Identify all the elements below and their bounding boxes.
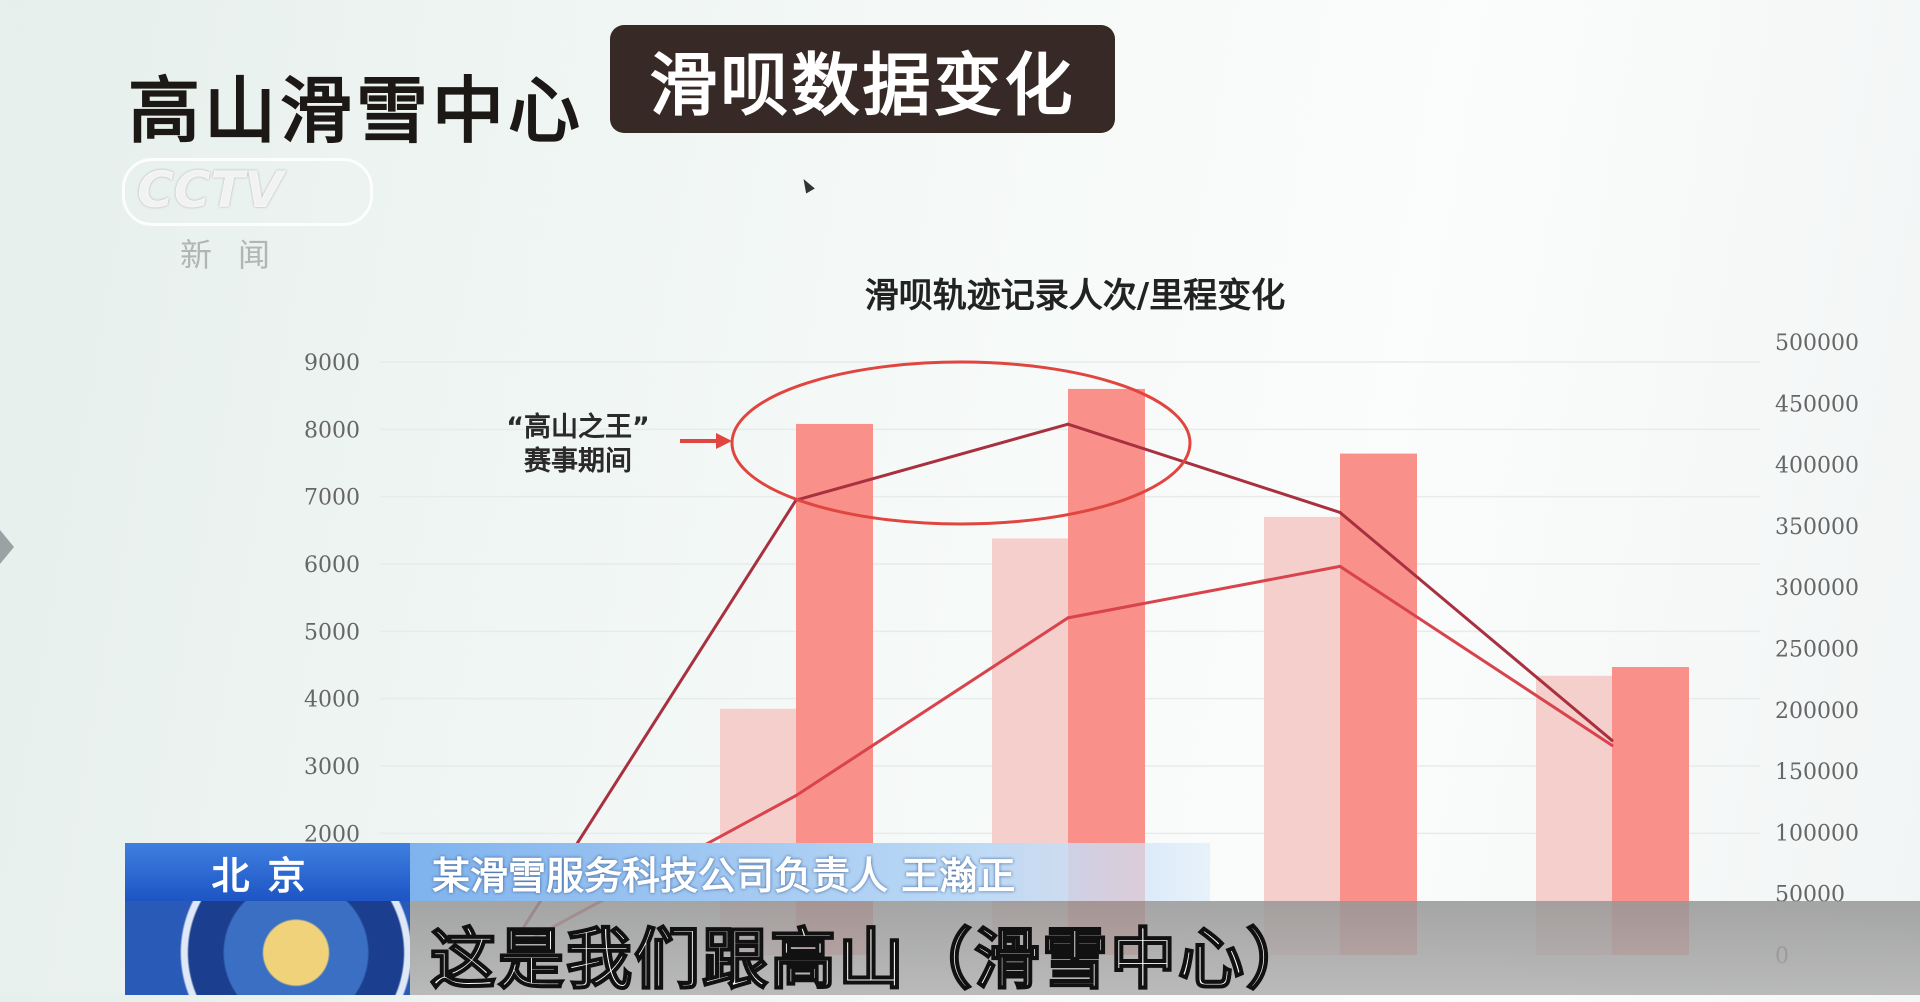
- right-axis-tick: 250000: [1775, 638, 1859, 663]
- annotation-ellipse: [730, 360, 1192, 526]
- line-point: [1610, 743, 1614, 747]
- line-point: [1066, 422, 1070, 426]
- right-axis-tick: 500000: [1775, 331, 1859, 356]
- page-title: 高山滑雪中心: [128, 69, 585, 153]
- location-label: 北京: [125, 843, 410, 901]
- left-axis-tick: 6000: [304, 553, 360, 578]
- globe-graphic-icon: [125, 901, 410, 995]
- right-axis-tick: 350000: [1775, 515, 1859, 540]
- line-point: [1066, 616, 1070, 620]
- left-axis-tick: 9000: [304, 351, 360, 376]
- bar-series1-3: [1264, 516, 1341, 955]
- annotation-line2: 赛事期间: [523, 445, 632, 477]
- right-axis-tick: 100000: [1775, 821, 1859, 846]
- left-axis-tick: 4000: [304, 688, 360, 713]
- bar-series2-3: [1340, 453, 1417, 955]
- cctv-logo-sub: 新闻: [180, 236, 297, 274]
- right-axis-tick: 400000: [1775, 454, 1859, 479]
- annotation-line1: “高山之王”: [506, 411, 650, 443]
- line-point: [794, 794, 798, 798]
- subtitle-text: 这是我们跟高山（滑雪中心）: [429, 920, 1314, 999]
- left-axis-tick: 5000: [304, 620, 360, 645]
- lower-third-top: 北京 某滑雪服务科技公司负责人 王瀚正: [125, 843, 1210, 901]
- right-axis-tick: 200000: [1775, 699, 1859, 724]
- line-point: [1338, 564, 1342, 568]
- left-axis-tick: 3000: [304, 755, 360, 780]
- left-axis-tick: 7000: [304, 486, 360, 511]
- left-axis-tick: 8000: [304, 418, 360, 443]
- subtitle-bar: [410, 901, 1920, 995]
- right-axis-tick: 450000: [1775, 392, 1859, 417]
- right-axis-tick: 150000: [1775, 760, 1859, 785]
- chart-title: 滑呗轨迹记录人次/里程变化: [864, 276, 1286, 316]
- line-point: [1338, 510, 1342, 514]
- speaker-caption: 某滑雪服务科技公司负责人 王瀚正: [410, 843, 1210, 901]
- line-point: [1610, 738, 1614, 742]
- cctv-logo: CCTV: [122, 158, 373, 226]
- title-badge: 滑呗数据变化: [610, 25, 1115, 133]
- right-axis-tick: 300000: [1775, 576, 1859, 601]
- annotation-arrow-icon: [680, 433, 732, 449]
